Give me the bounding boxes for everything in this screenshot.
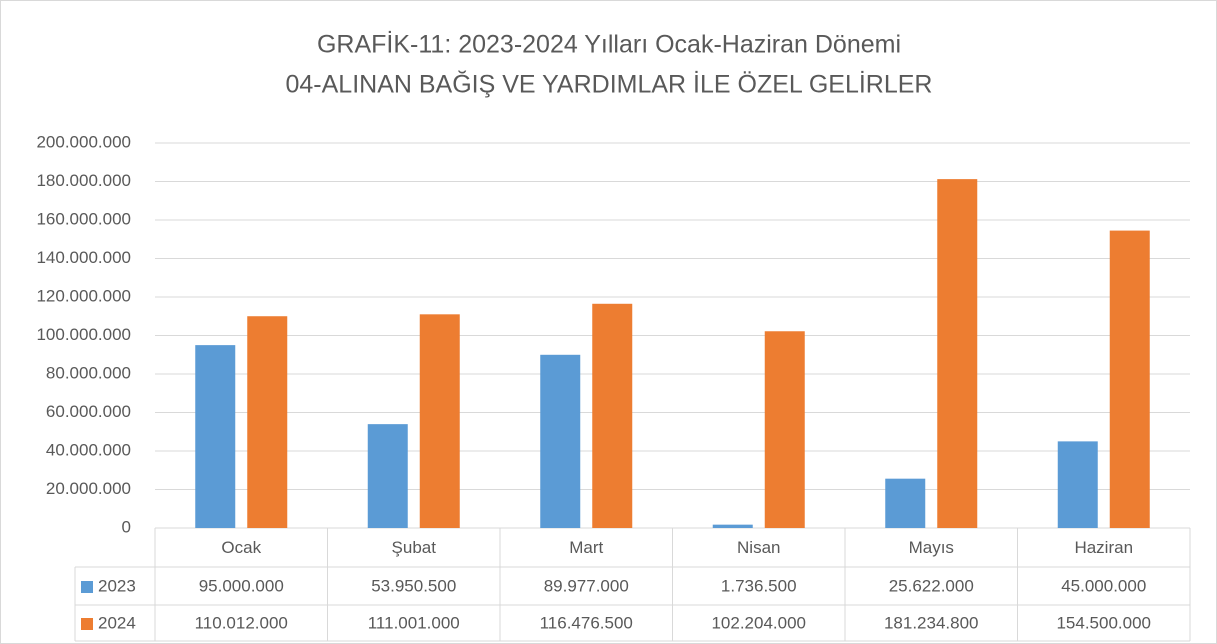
bar — [195, 345, 236, 528]
x-tick-label: Şubat — [392, 538, 437, 557]
bar — [937, 179, 978, 528]
bar — [1109, 230, 1150, 528]
chart-title: GRAFİK-11: 2023-2024 Yılları Ocak-Hazira… — [317, 30, 901, 59]
y-tick-label: 160.000.000 — [36, 209, 131, 228]
bar — [1057, 441, 1098, 528]
legend-label: 2024 — [98, 613, 136, 632]
table-value: 25.622.000 — [889, 576, 974, 595]
table-value: 53.950.500 — [371, 576, 456, 595]
table-value: 181.234.800 — [884, 613, 979, 632]
bar — [419, 314, 460, 528]
table-value: 95.000.000 — [199, 576, 284, 595]
legend-swatch — [81, 618, 93, 630]
table-value: 89.977.000 — [544, 576, 629, 595]
y-tick-label: 120.000.000 — [36, 286, 131, 305]
bar — [885, 478, 926, 528]
x-tick-label: Mayıs — [909, 538, 954, 557]
legend-swatch — [81, 581, 93, 593]
bar — [247, 316, 288, 528]
x-tick-label: Mart — [569, 538, 603, 557]
table-value: 102.204.000 — [711, 613, 806, 632]
y-tick-label: 0 — [122, 517, 131, 536]
bar — [592, 303, 633, 528]
y-tick-label: 200.000.000 — [36, 132, 131, 151]
y-tick-label: 180.000.000 — [36, 171, 131, 190]
y-tick-label: 20.000.000 — [46, 479, 131, 498]
chart-subtitle: 04-ALINAN BAĞIŞ VE YARDIMLAR İLE ÖZEL GE… — [286, 70, 933, 99]
table-value: 111.001.000 — [368, 613, 460, 632]
bar — [712, 524, 753, 528]
bar — [540, 354, 581, 528]
x-tick-label: Ocak — [221, 538, 261, 557]
table-value: 154.500.000 — [1056, 613, 1151, 632]
table-value: 116.476.500 — [540, 613, 633, 632]
table-value: 45.000.000 — [1061, 576, 1146, 595]
y-tick-label: 40.000.000 — [46, 440, 131, 459]
y-tick-label: 100.000.000 — [36, 325, 131, 344]
y-tick-label: 140.000.000 — [36, 248, 131, 267]
y-tick-label: 60.000.000 — [46, 402, 131, 421]
legend-label: 2023 — [98, 576, 136, 595]
table-value: 1.736.500 — [721, 576, 797, 595]
table-value: 110.012.000 — [195, 613, 288, 632]
bar — [764, 331, 805, 528]
x-tick-label: Nisan — [737, 538, 780, 557]
bar — [367, 424, 408, 528]
x-tick-label: Haziran — [1074, 538, 1133, 557]
y-tick-label: 80.000.000 — [46, 363, 131, 382]
